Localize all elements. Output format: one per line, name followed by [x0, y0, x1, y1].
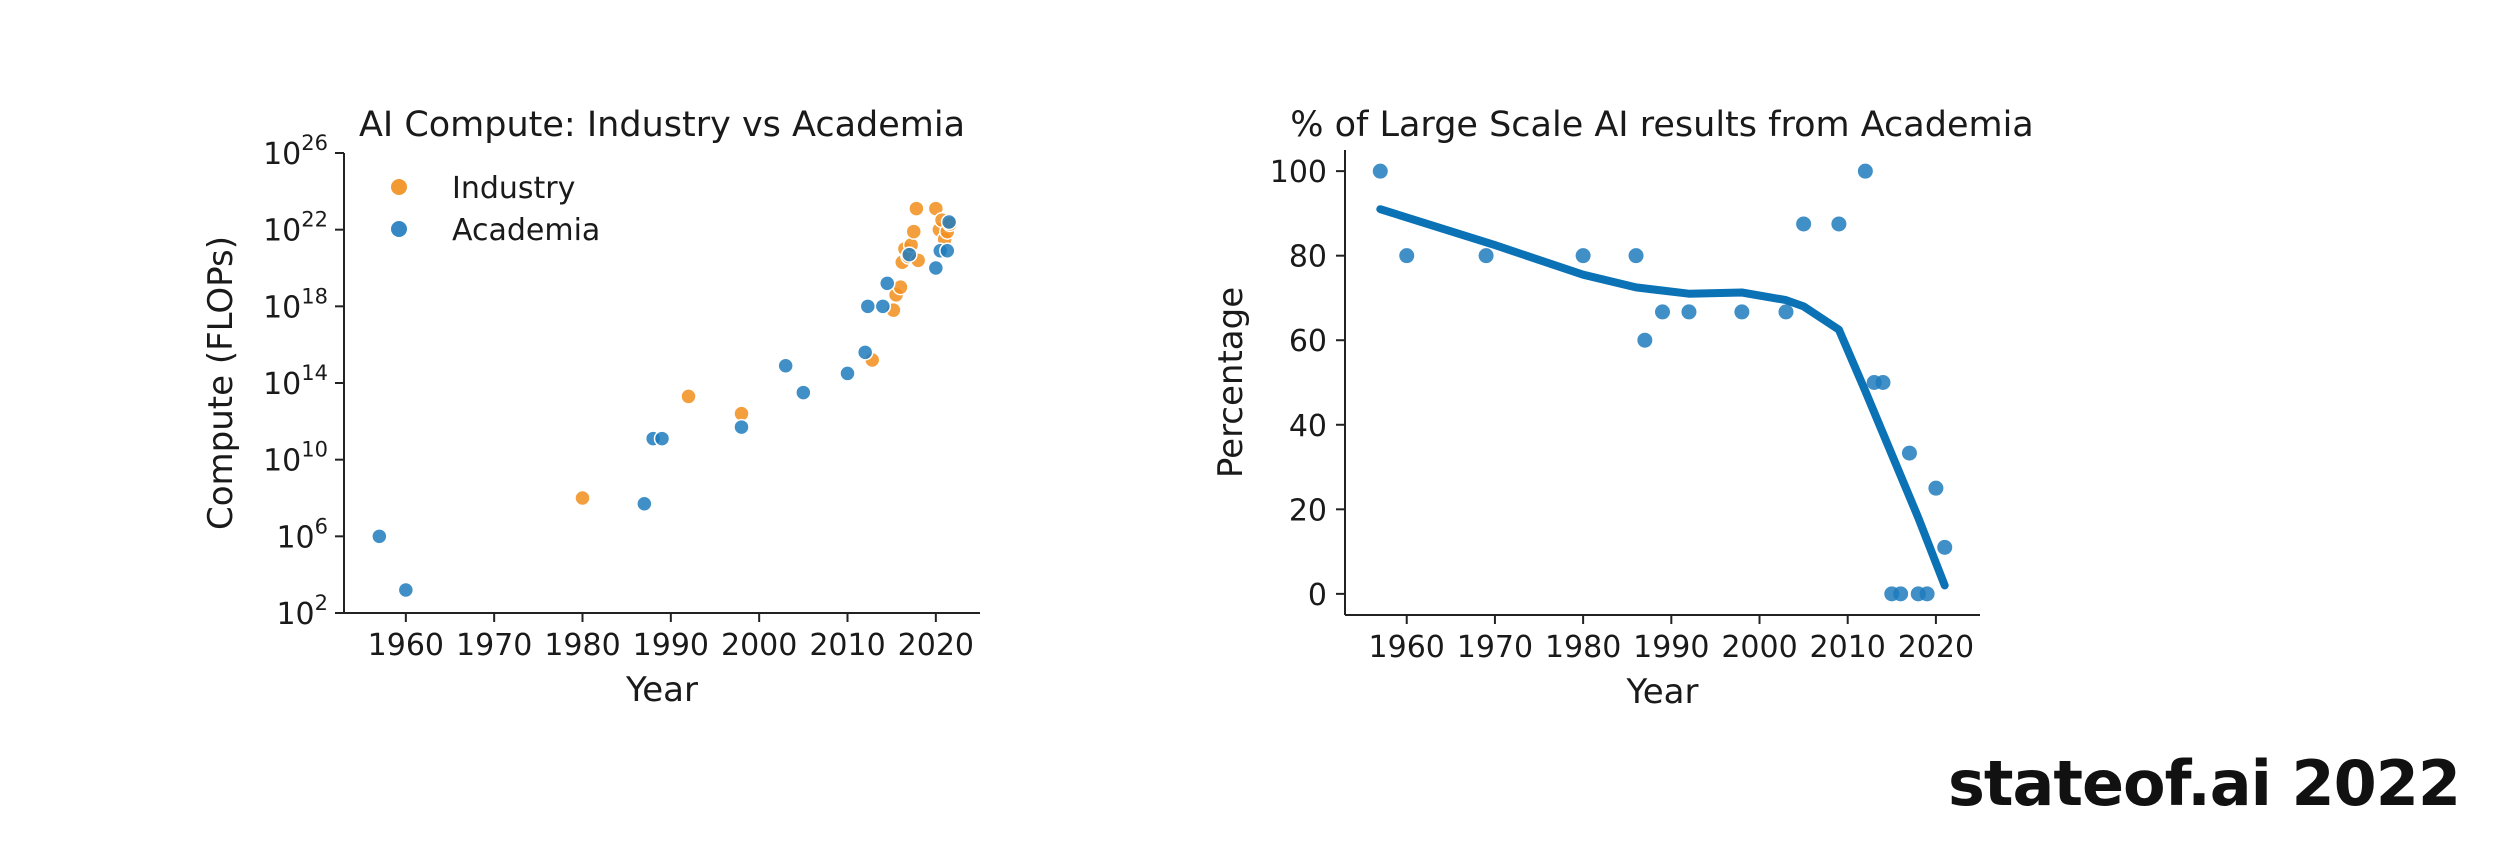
x-tick-label: 1970: [456, 628, 532, 663]
data-point-industry: [908, 200, 925, 217]
legend-marker-academia: [391, 221, 407, 237]
chart-2: % of Large Scale AI results from Academi…: [1211, 105, 2034, 712]
data-point: [1734, 304, 1750, 320]
y-tick-label: 60: [1289, 324, 1327, 359]
y-axis-label: Percentage: [1211, 287, 1251, 478]
data-point: [1399, 248, 1415, 264]
data-point-academia: [927, 259, 945, 277]
legend-label: Academia: [452, 213, 600, 248]
y-tick-label: 1014: [263, 361, 328, 402]
x-tick-label: 2020: [898, 628, 974, 663]
data-point-academia: [859, 298, 877, 315]
data-point: [1919, 586, 1935, 602]
data-point-industry: [574, 489, 591, 507]
legend-label: Industry: [452, 171, 575, 206]
data-point-academia: [874, 298, 892, 315]
x-tick-label: 2010: [809, 628, 885, 663]
data-point: [1893, 586, 1909, 602]
data-point-academia: [653, 430, 671, 447]
data-point-academia: [879, 275, 896, 292]
data-point: [1928, 480, 1944, 496]
watermark-logo: stateof.ai 2022: [1947, 747, 2461, 820]
data-point-academia: [795, 384, 812, 401]
y-tick-label: 102: [276, 591, 328, 632]
data-point: [1372, 163, 1388, 179]
trend-line: [1376, 205, 1949, 590]
data-point-academia: [901, 246, 918, 263]
chart-title: AI Compute: Industry vs Academia: [359, 105, 965, 145]
legend: Industry Academia: [391, 171, 600, 248]
y-tick-label: 106: [276, 514, 328, 555]
data-point: [1778, 304, 1794, 320]
data-point-industry: [680, 388, 697, 405]
legend-marker-industry: [391, 179, 407, 195]
x-tick-label: 1970: [1457, 630, 1533, 665]
x-tick-label: 2000: [721, 628, 797, 663]
data-point: [1681, 304, 1697, 320]
data-point: [1857, 163, 1873, 179]
y-axis-label: Compute (FLOPs): [201, 236, 241, 530]
data-point-academia: [839, 365, 856, 382]
data-point-academia: [940, 213, 958, 231]
data-point-academia: [636, 495, 653, 512]
data-point: [1901, 445, 1917, 461]
data-point: [1478, 248, 1494, 264]
data-point: [1831, 216, 1847, 232]
chart-1: AI Compute: Industry vs Academia 1960 1970…: [201, 105, 980, 710]
y-tick-label: 1026: [263, 131, 328, 172]
x-tick-label: 1980: [544, 628, 620, 663]
x-tick-label: 1960: [1369, 630, 1445, 665]
data-point: [1796, 216, 1812, 232]
y-tick-label: 40: [1289, 409, 1327, 444]
chart-title: % of Large Scale AI results from Academi…: [1290, 105, 2034, 145]
x-tick-label: 2000: [1721, 630, 1797, 665]
data-point-academia: [371, 528, 388, 545]
y-tick-label: 1018: [263, 284, 328, 325]
data-point-industry: [905, 223, 922, 240]
data-point: [1628, 248, 1644, 264]
data-point-academia: [777, 357, 794, 374]
y-tick-label: 20: [1289, 493, 1327, 528]
data-point: [1655, 304, 1670, 320]
x-tick-label: 1990: [1633, 630, 1709, 665]
y-tick-label: 0: [1308, 578, 1327, 613]
data-point: [1875, 375, 1891, 390]
y-tick-label: 1022: [263, 208, 328, 249]
x-tick-label: 1990: [633, 628, 709, 663]
data-point-academia: [939, 242, 956, 259]
x-axis-label: Year: [1626, 672, 1699, 712]
y-tick-label: 1010: [263, 438, 328, 479]
x-tick-label: 2020: [1898, 630, 1974, 665]
data-point-academia: [733, 418, 750, 436]
x-tick-label: 1960: [368, 628, 444, 663]
data-point-academia: [856, 344, 874, 361]
x-tick-label: 2010: [1810, 630, 1886, 665]
y-tick-label: 80: [1289, 240, 1327, 275]
data-point: [1637, 332, 1653, 348]
data-point: [1937, 539, 1953, 555]
y-tick-label: 100: [1270, 155, 1327, 190]
x-axis-label: Year: [625, 670, 698, 710]
data-point: [1575, 248, 1591, 264]
x-tick-label: 1980: [1545, 630, 1621, 665]
data-point-academia: [397, 581, 415, 599]
